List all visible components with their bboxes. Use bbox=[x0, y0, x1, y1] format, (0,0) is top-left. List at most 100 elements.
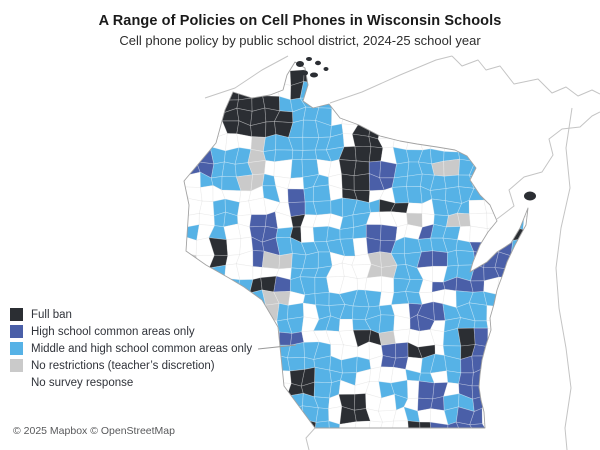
district-cell[interactable] bbox=[473, 251, 486, 269]
district-cell[interactable] bbox=[481, 394, 502, 412]
district-cell[interactable] bbox=[495, 185, 511, 203]
district-cell[interactable] bbox=[404, 71, 421, 87]
district-cell[interactable] bbox=[417, 380, 435, 400]
district-cell[interactable] bbox=[235, 420, 254, 434]
district-cell[interactable] bbox=[196, 276, 215, 296]
district-cell[interactable] bbox=[221, 292, 238, 304]
district-cell[interactable] bbox=[252, 420, 268, 435]
district-cell[interactable] bbox=[226, 238, 242, 256]
district-cell[interactable] bbox=[262, 353, 278, 372]
legend-item[interactable]: High school common areas only bbox=[10, 323, 252, 340]
district-cell[interactable] bbox=[352, 56, 372, 73]
district-cell[interactable] bbox=[469, 423, 489, 434]
district-cell[interactable] bbox=[430, 70, 449, 86]
district-cell[interactable] bbox=[432, 250, 448, 267]
district-cell[interactable] bbox=[262, 419, 279, 435]
district-cell[interactable] bbox=[511, 395, 527, 413]
district-cell[interactable] bbox=[263, 68, 277, 88]
district-cell[interactable] bbox=[329, 67, 341, 86]
district-cell[interactable] bbox=[248, 60, 268, 75]
district-cell[interactable] bbox=[470, 81, 488, 98]
district-cell[interactable] bbox=[523, 327, 538, 348]
district-cell[interactable] bbox=[522, 254, 540, 267]
district-cell[interactable] bbox=[338, 67, 353, 86]
district-cell[interactable] bbox=[352, 237, 369, 257]
district-cell[interactable] bbox=[405, 109, 420, 125]
district-cell[interactable] bbox=[497, 306, 514, 321]
island-district[interactable] bbox=[302, 70, 308, 76]
district-cell[interactable] bbox=[276, 405, 293, 421]
district-cell[interactable] bbox=[185, 120, 198, 138]
district-cell[interactable] bbox=[184, 393, 202, 413]
district-cell[interactable] bbox=[200, 406, 210, 422]
district-cell[interactable] bbox=[524, 163, 539, 177]
district-cell[interactable] bbox=[369, 109, 383, 126]
district-cell[interactable] bbox=[278, 331, 293, 346]
district-cell[interactable] bbox=[483, 81, 497, 99]
district-cell[interactable] bbox=[395, 341, 409, 359]
district-cell[interactable] bbox=[417, 107, 434, 126]
district-cell[interactable] bbox=[299, 418, 317, 437]
district-cell[interactable] bbox=[364, 59, 384, 73]
district-cell[interactable] bbox=[498, 119, 511, 140]
district-cell[interactable] bbox=[482, 106, 500, 122]
district-cell[interactable] bbox=[353, 173, 371, 191]
district-cell[interactable] bbox=[508, 138, 527, 153]
district-cell[interactable] bbox=[429, 421, 449, 436]
district-cell[interactable] bbox=[497, 212, 513, 228]
district-cell[interactable] bbox=[314, 366, 332, 384]
district-cell[interactable] bbox=[417, 71, 433, 87]
district-cell[interactable] bbox=[325, 84, 344, 98]
district-cell[interactable] bbox=[498, 331, 512, 346]
district-cell[interactable] bbox=[378, 314, 395, 334]
district-cell[interactable] bbox=[290, 159, 304, 179]
district-cell[interactable] bbox=[484, 135, 502, 150]
district-cell[interactable] bbox=[196, 109, 213, 127]
district-cell[interactable] bbox=[251, 81, 265, 99]
district-cell[interactable] bbox=[198, 213, 215, 226]
district-cell[interactable] bbox=[392, 96, 409, 111]
district-cell[interactable] bbox=[381, 107, 394, 122]
district-cell[interactable] bbox=[236, 292, 254, 304]
district-cell[interactable] bbox=[338, 56, 355, 70]
district-cell[interactable] bbox=[250, 328, 267, 348]
district-cell[interactable] bbox=[456, 58, 473, 74]
legend-item[interactable]: No survey response bbox=[10, 374, 252, 391]
district-cell[interactable] bbox=[391, 119, 411, 138]
district-cell[interactable] bbox=[339, 226, 354, 240]
district-cell[interactable] bbox=[262, 370, 278, 384]
district-cell[interactable] bbox=[507, 254, 526, 270]
district-cell[interactable] bbox=[469, 225, 488, 243]
district-cell[interactable] bbox=[457, 106, 476, 127]
district-cell[interactable] bbox=[495, 95, 513, 113]
district-cell[interactable] bbox=[221, 161, 237, 178]
district-cell[interactable] bbox=[236, 59, 252, 74]
district-cell[interactable] bbox=[407, 85, 421, 101]
district-cell[interactable] bbox=[286, 302, 304, 320]
district-cell[interactable] bbox=[522, 380, 539, 399]
district-cell[interactable] bbox=[417, 123, 437, 139]
district-cell[interactable] bbox=[521, 341, 539, 361]
district-cell[interactable] bbox=[507, 214, 525, 230]
district-cell[interactable] bbox=[522, 237, 540, 257]
district-cell[interactable] bbox=[378, 56, 392, 72]
district-cell[interactable] bbox=[287, 176, 305, 190]
district-cell[interactable] bbox=[262, 405, 279, 422]
district-cell[interactable] bbox=[248, 197, 267, 215]
district-cell[interactable] bbox=[273, 158, 293, 179]
district-cell[interactable] bbox=[482, 119, 501, 137]
district-cell[interactable] bbox=[498, 394, 515, 413]
district-cell[interactable] bbox=[523, 119, 539, 140]
district-cell[interactable] bbox=[291, 405, 304, 420]
district-cell[interactable] bbox=[521, 419, 535, 437]
district-cell[interactable] bbox=[184, 95, 203, 113]
district-cell[interactable] bbox=[458, 82, 472, 98]
district-cell[interactable] bbox=[338, 159, 357, 177]
district-cell[interactable] bbox=[406, 173, 423, 187]
district-cell[interactable] bbox=[199, 393, 213, 413]
district-cell[interactable] bbox=[482, 159, 501, 178]
district-cell[interactable] bbox=[184, 109, 199, 123]
district-cell[interactable] bbox=[251, 353, 265, 372]
district-cell[interactable] bbox=[498, 318, 512, 335]
